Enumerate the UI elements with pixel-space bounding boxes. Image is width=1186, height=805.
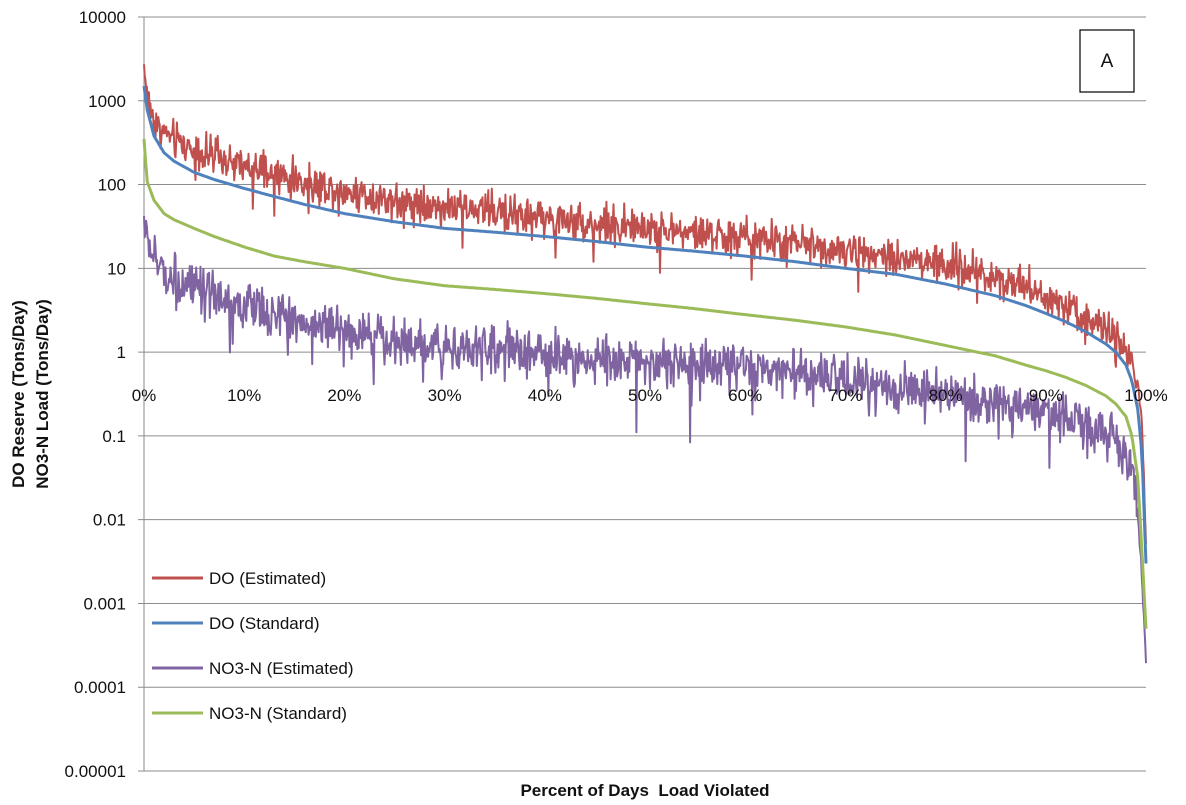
x-tick-label: 70%: [828, 386, 862, 405]
y-tick-label: 0.1: [102, 427, 126, 446]
series-line-do-standard: [142, 85, 1148, 564]
legend-label: DO (Standard): [209, 614, 320, 633]
x-tick-label: 100%: [1124, 386, 1167, 405]
legend-label: NO3-N (Estimated): [209, 659, 354, 678]
legend-label: DO (Estimated): [209, 569, 326, 588]
y-tick-label: 0.01: [93, 511, 126, 530]
x-tick-label: 50%: [628, 386, 662, 405]
series-line-no3-n-standard: [142, 138, 1148, 629]
y-tick-label: 0.00001: [65, 762, 126, 781]
x-tick-label: 30%: [428, 386, 462, 405]
y-tick-label: 0.001: [83, 594, 126, 613]
y-tick-label: 10000: [79, 8, 126, 27]
x-axis-tick-labels: 0% 10% 20% 30% 40% 50% 60% 70% 80% 90% 100%: [132, 386, 1168, 405]
x-tick-label: 10%: [227, 386, 261, 405]
x-tick-label: 0%: [132, 386, 157, 405]
y-tick-label: 0.0001: [74, 678, 126, 697]
x-tick-label: 60%: [728, 386, 762, 405]
y-tick-label: 1000: [88, 92, 126, 111]
y-tick-label: 1: [117, 343, 126, 362]
panel-label-box: A: [1079, 29, 1135, 93]
y-axis-title-line-2: NO3-N Load (Tons/Day): [33, 299, 52, 489]
x-tick-label: 90%: [1029, 386, 1063, 405]
series-line-no3-n-estimated: [143, 215, 1147, 664]
panel-label: A: [1101, 51, 1114, 72]
y-tick-label: 100: [98, 176, 126, 195]
y-tick-label: 10: [107, 259, 126, 278]
legend-label: NO3-N (Standard): [209, 704, 347, 723]
x-axis-title: Percent of Days Load Violated: [520, 781, 769, 800]
y-axis-title: DO Reserve (Tons/Day) NO3-N Load (Tons/D…: [9, 299, 52, 489]
series-line-do-estimated: [143, 64, 1147, 545]
y-axis-tick-labels: 10000 1000 100 10 1 0.1 0.01 0.001 0.0001 0.00001: [65, 8, 126, 781]
x-tick-label: 80%: [929, 386, 963, 405]
y-axis-title-line-1: DO Reserve (Tons/Day): [9, 300, 28, 488]
legend: DO (Estimated) DO (Standard) NO3-N (Estima…: [152, 569, 354, 723]
x-tick-label: 40%: [528, 386, 562, 405]
series-lines: [142, 64, 1148, 664]
x-tick-label: 20%: [327, 386, 361, 405]
